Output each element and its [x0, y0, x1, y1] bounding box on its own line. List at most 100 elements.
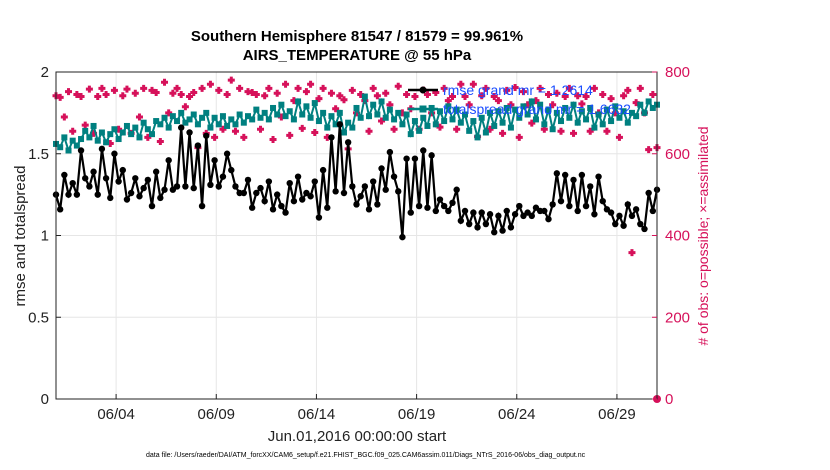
rmse-point: [165, 157, 172, 164]
spread-point: [332, 121, 339, 128]
obs-possible-marker: [373, 92, 381, 100]
rmse-point: [503, 207, 510, 215]
spread-point: [637, 101, 644, 108]
obs-possible-marker: [240, 133, 248, 141]
y2-axis-ticks: 0 200 400 600 800: [652, 64, 690, 408]
spread-point: [257, 114, 264, 121]
spread-point: [357, 114, 364, 121]
spread-point: [411, 118, 418, 125]
spread-point: [132, 124, 139, 131]
obs-possible-marker: [215, 86, 223, 94]
obs-possible-marker: [298, 124, 306, 132]
spread-point: [228, 116, 235, 123]
rmse-point: [478, 209, 485, 216]
rmse-point: [215, 183, 222, 190]
spread-point: [336, 109, 343, 116]
obs-possible-marker: [277, 113, 285, 121]
obs-possible-marker: [382, 89, 390, 97]
obs-possible-marker: [582, 93, 590, 101]
spread-point: [315, 118, 322, 125]
spread-point: [236, 111, 243, 118]
spread-point: [374, 111, 381, 118]
obs-possible-marker: [607, 95, 615, 103]
spread-point: [165, 124, 172, 131]
spread-point: [140, 119, 147, 126]
obs-possible-marker: [211, 133, 219, 141]
obs-possible-marker: [390, 125, 398, 133]
rmse-point: [319, 166, 327, 174]
spread-point: [232, 121, 239, 128]
spread-point: [391, 116, 398, 123]
rmse-point: [211, 157, 218, 164]
rmse-point: [315, 214, 323, 221]
spread-point: [90, 122, 97, 129]
obs-possible-marker: [156, 137, 164, 145]
obs-possible-marker: [261, 92, 269, 100]
spread-point: [123, 122, 130, 129]
legend-spread-marker: [419, 105, 427, 113]
rmse-point: [261, 197, 268, 205]
rmse-point: [632, 206, 640, 213]
obs-possible-marker: [578, 100, 586, 108]
obs-possible-marker: [173, 84, 181, 92]
spread-point: [261, 109, 268, 116]
spread-point: [57, 144, 64, 151]
rmse-point: [307, 193, 314, 200]
obs-possible-marker: [169, 89, 177, 97]
spread-point: [503, 104, 510, 111]
obs-possible-marker: [311, 128, 319, 136]
spread-point: [553, 109, 560, 116]
rmse-point: [390, 173, 398, 180]
obs-possible-marker: [282, 80, 290, 88]
obs-possible-marker: [94, 93, 102, 101]
spread-point: [562, 104, 569, 111]
spread-point: [649, 104, 656, 111]
spread-point: [82, 127, 89, 134]
x-tick-label: 06/24: [498, 406, 536, 423]
obs-possible-marker: [165, 109, 173, 117]
obs-possible-marker: [574, 92, 582, 100]
rmse-series: [52, 121, 661, 241]
rmse-point: [566, 202, 573, 210]
rmse-point: [612, 220, 619, 228]
spread-point: [591, 124, 598, 131]
y2-tick-label: 800: [665, 64, 690, 81]
chart-title: Southern Hemisphere 81547 / 81579 = 99.9…: [191, 28, 523, 45]
y-tick-label: 1.5: [28, 146, 49, 163]
rmse-point: [649, 207, 657, 215]
spread-point: [566, 114, 573, 121]
rmse-point: [424, 204, 431, 211]
obs-possible-marker: [73, 90, 81, 98]
spread-point: [199, 114, 206, 121]
x-tick-label: 06/14: [298, 406, 336, 423]
obs-possible-marker: [494, 97, 502, 105]
obs-possible-marker: [615, 133, 623, 141]
spread-point: [161, 114, 168, 121]
obs-possible-marker: [486, 125, 494, 133]
obs-possible-marker: [590, 84, 598, 92]
obs-possible-marker: [98, 84, 106, 92]
obs-possible-marker: [499, 129, 507, 137]
obs-possible-marker: [465, 101, 473, 109]
spread-point: [420, 114, 427, 121]
rmse-point: [228, 166, 235, 174]
obs-possible-marker: [81, 121, 89, 129]
spread-point: [270, 104, 277, 111]
spread-point: [378, 98, 385, 105]
rmse-point: [545, 215, 552, 223]
rmse-point: [294, 173, 302, 180]
x-tick-label: 06/29: [598, 406, 636, 423]
rmse-point: [232, 183, 239, 190]
spread-point: [78, 136, 85, 143]
rmse-point: [637, 220, 644, 228]
obs-possible-marker: [190, 88, 198, 96]
spread-point: [587, 104, 594, 111]
spread-point: [608, 118, 615, 125]
rmse-point: [607, 209, 615, 216]
obs-possible-marker: [119, 92, 127, 100]
obs-possible-marker: [411, 93, 419, 101]
rmse-point: [344, 139, 352, 146]
obs-possible-marker: [340, 96, 348, 104]
obs-possible-marker: [336, 92, 344, 100]
rmse-point: [94, 191, 101, 198]
